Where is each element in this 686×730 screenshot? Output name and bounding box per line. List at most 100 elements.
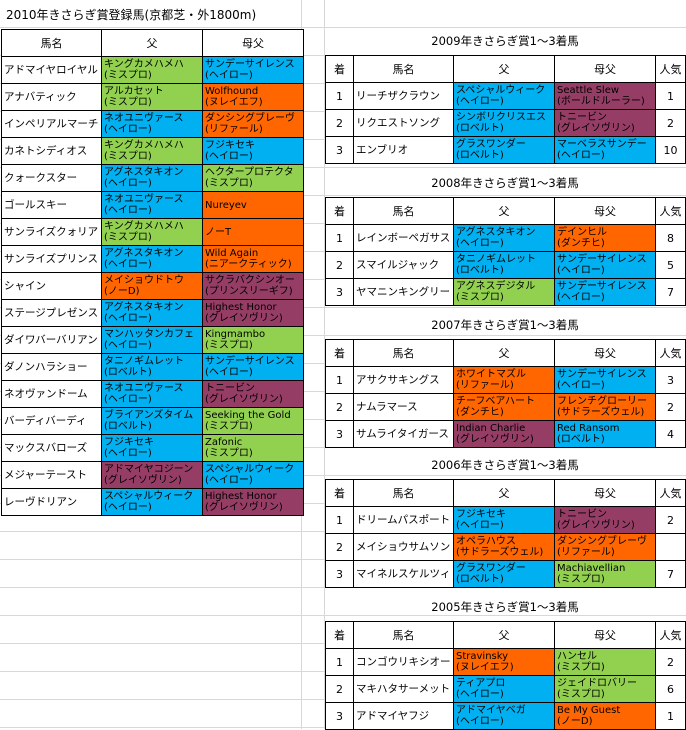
line-2: (ヘイロー) bbox=[104, 259, 152, 270]
sire-cell: チーフベアハート (ダンチヒ) bbox=[453, 393, 555, 421]
line-1: メイショウドトウ bbox=[104, 275, 184, 286]
sire-cell: シンボリクリスエス (ロベルト) bbox=[453, 109, 555, 137]
line-1: デインヒル bbox=[557, 227, 607, 238]
column-header: 母父 bbox=[202, 29, 304, 57]
table-row: ダノンハラショー タニノギムレット (ロベルト) サンデーサイレンス (ヘイロー) bbox=[1, 353, 304, 381]
line-2: (ヘイロー) bbox=[557, 150, 605, 161]
sire-cell: アグネスタキオン (ヘイロー) bbox=[101, 299, 203, 327]
line-1: オペラハウス bbox=[456, 536, 516, 547]
sire-cell: アドマイヤコジーン (グレイソヴリン) bbox=[101, 461, 203, 489]
line-1: Wild Again bbox=[205, 248, 259, 259]
column-header: 着 bbox=[325, 621, 354, 649]
finish-position: 1 bbox=[325, 366, 354, 394]
line-1: チーフベアハート bbox=[456, 396, 535, 407]
line-1: ネオユニヴァース bbox=[104, 383, 184, 394]
results-table: 着馬名父母父 人気 1 リーチザクラウン スペシャルウィーク (ヘイロー) Seattle … bbox=[325, 55, 686, 164]
finish-position: 2 bbox=[325, 675, 354, 703]
line-2: (ミスプロ) bbox=[456, 292, 504, 303]
table-row: 2 メイショウサムソン オペラハウス (サドラーズウェル) ダンシングブレーヴ (リファー… bbox=[325, 533, 686, 561]
column-header: 父 bbox=[453, 621, 555, 649]
sire-cell: ティアプロ (ヘイロー) bbox=[453, 675, 555, 703]
line-2: (ヘイロー) bbox=[104, 394, 152, 405]
line-2: (ヘイロー) bbox=[104, 124, 152, 135]
horse-name: リーチザクラウン bbox=[353, 82, 454, 110]
line-2: (ロベルト) bbox=[557, 434, 605, 445]
header-row: 着馬名父母父 人気 bbox=[325, 339, 686, 367]
line-1: ジェイドロバリー bbox=[557, 678, 637, 689]
line-2: (ヘイロー) bbox=[456, 716, 504, 727]
broodmare-sire-cell: Machiavellian (ミスプロ) bbox=[554, 560, 656, 588]
finish-position: 3 bbox=[325, 702, 354, 730]
header-row: 着馬名父母父 人気 bbox=[325, 479, 686, 507]
line-1: ティアプロ bbox=[456, 678, 506, 689]
sire-cell: ネオユニヴァース (ヘイロー) bbox=[101, 191, 203, 219]
table-row: 3 サムライタイガース Indian Charlie (グレイソヴリン) Red Ran… bbox=[325, 420, 686, 448]
line-2: (プリンスリーギフ) bbox=[205, 286, 293, 297]
line-1: フジキセキ bbox=[104, 437, 154, 448]
horse-name: ダノンハラショー bbox=[1, 353, 102, 381]
column-header: 父 bbox=[453, 55, 555, 83]
line-2: (ヘイロー) bbox=[104, 448, 152, 459]
sire-cell: アグネスタキオン (ヘイロー) bbox=[453, 224, 555, 252]
line-1: スペシャルウィーク bbox=[205, 464, 295, 475]
line-2: (ロベルト) bbox=[104, 367, 152, 378]
line-2: (ヘイロー) bbox=[456, 689, 504, 700]
column-header: 人気 bbox=[655, 621, 686, 649]
line-2: (ヘイロー) bbox=[456, 96, 504, 107]
column-header: 人気 bbox=[655, 479, 686, 507]
line-1: Highest Honor bbox=[205, 491, 277, 502]
table-row: 3 アドマイヤフジ アドマイヤベガ (ヘイロー) Be My Guest (ノーD) 1 bbox=[325, 702, 686, 730]
line-1: ダンシングブレーヴ bbox=[557, 536, 647, 547]
sire-cell: フジキセキ (ヘイロー) bbox=[453, 506, 555, 534]
column-header: 馬名 bbox=[353, 479, 454, 507]
line-2: (リファール) bbox=[557, 547, 615, 558]
finish-position: 1 bbox=[325, 224, 354, 252]
sire-cell: オペラハウス (サドラーズウェル) bbox=[453, 533, 555, 561]
line-2: (ヘイロー) bbox=[104, 178, 152, 189]
popularity: 7 bbox=[655, 278, 686, 306]
column-header: 母父 bbox=[554, 339, 656, 367]
line-1: Seattle Slew bbox=[557, 85, 620, 96]
line-2: (ノーD) bbox=[557, 716, 593, 727]
table-row: 1 レインボーペガサス アグネスタキオン (ヘイロー) デインヒル (ダンチヒ) 8 bbox=[325, 224, 686, 252]
popularity: 4 bbox=[655, 420, 686, 448]
line-2: (ヘイロー) bbox=[205, 475, 253, 486]
broodmare-sire-cell: サンデーサイレンス (ヘイロー) bbox=[202, 353, 304, 381]
section-title: 2009年きさらぎ賞1～3着馬 bbox=[431, 34, 579, 48]
sire-cell: アルカセット (ミスプロ) bbox=[101, 83, 203, 111]
line-2: (ロベルト) bbox=[104, 421, 152, 432]
broodmare-sire-cell: Seattle Slew (ボールドルーラー) bbox=[554, 82, 656, 110]
table-row: レーヴドリアン スペシャルウィーク (ヘイロー) Highest Honor (グレイソ… bbox=[1, 488, 304, 516]
popularity: 2 bbox=[655, 648, 686, 676]
horse-name: マックスバローズ bbox=[1, 434, 102, 462]
header-row: 着馬名父母父 人気 bbox=[325, 197, 686, 225]
horse-name: ネオヴァンドーム bbox=[1, 380, 102, 408]
line-1: ネオユニヴァース bbox=[104, 113, 184, 124]
line-2: (ヘイロー) bbox=[456, 520, 504, 531]
broodmare-sire-cell: Red Ransom (ロベルト) bbox=[554, 420, 656, 448]
line-1: キングカメハメハ bbox=[104, 59, 184, 70]
popularity bbox=[655, 533, 686, 561]
line-1: サンデーサイレンス bbox=[557, 369, 647, 380]
line-1: トニービン bbox=[557, 112, 607, 123]
line-1: マーベラスサンデー bbox=[557, 139, 647, 150]
table-row: クォークスター アグネスタキオン (ヘイロー) ヘクタープロテクタ (ミスプロ) bbox=[1, 164, 304, 192]
sire-cell: メイショウドトウ (ノーD) bbox=[101, 272, 203, 300]
sire-cell: ホワイトマズル (リファール) bbox=[453, 366, 555, 394]
line-2: (グレイソヴリン) bbox=[557, 520, 635, 531]
sire-cell: アグネスタキオン (ヘイロー) bbox=[101, 245, 203, 273]
popularity: 2 bbox=[655, 109, 686, 137]
line-2: (ミスプロ) bbox=[104, 151, 152, 162]
sire-cell: キングカメハメハ (ミスプロ) bbox=[101, 137, 203, 165]
line-1: キングカメハメハ bbox=[104, 221, 184, 232]
broodmare-sire-cell: スペシャルウィーク (ヘイロー) bbox=[202, 461, 304, 489]
line-2: (ロベルト) bbox=[456, 574, 504, 585]
table-row: サンライズプリンス アグネスタキオン (ヘイロー) Wild Again (ニアークティ… bbox=[1, 245, 304, 273]
broodmare-sire-cell: Wild Again (ニアークティック) bbox=[202, 245, 304, 273]
broodmare-sire-cell: Wolfhound (ヌレイエフ) bbox=[202, 83, 304, 111]
line-1: Indian Charlie bbox=[456, 423, 526, 434]
horse-name: アナバティック bbox=[1, 83, 102, 111]
broodmare-sire-cell: サンデーサイレンス (ヘイロー) bbox=[554, 278, 656, 306]
line-2: (ボールドルーラー) bbox=[557, 96, 645, 107]
line-1: Highest Honor bbox=[205, 302, 277, 313]
